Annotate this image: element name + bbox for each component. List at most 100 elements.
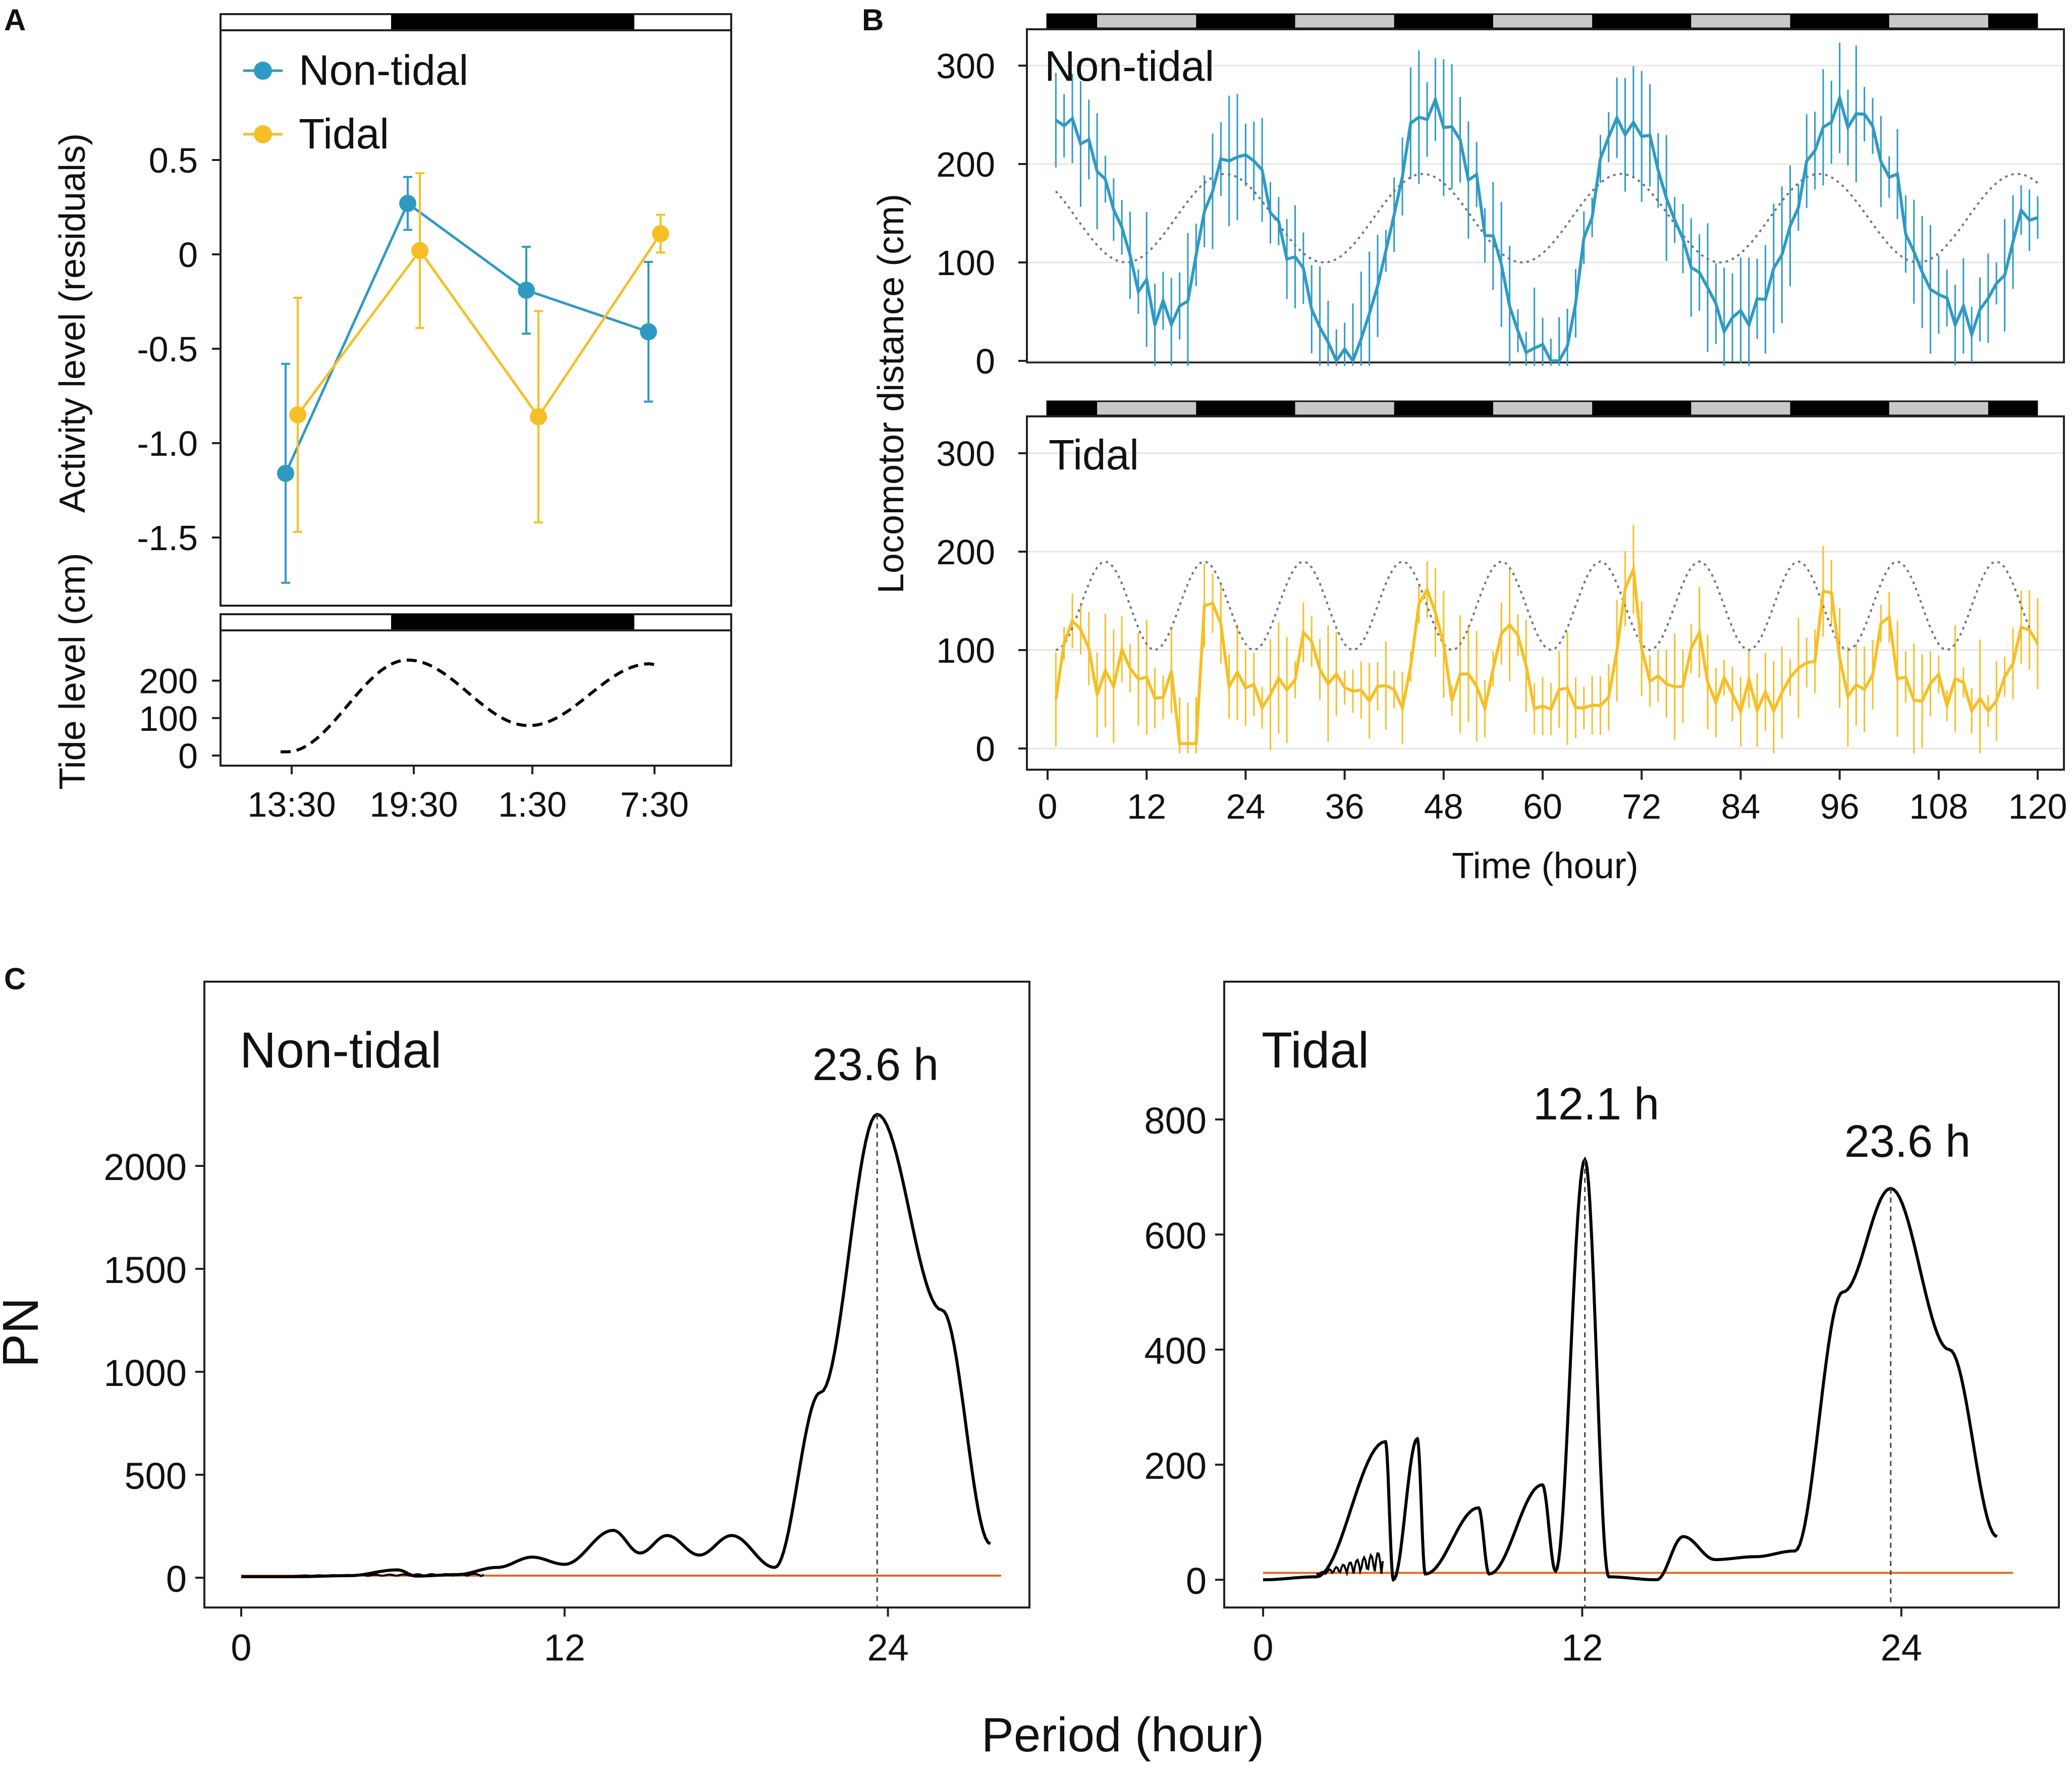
a-y-tick-label: -1.0 bbox=[137, 424, 198, 463]
a-series-line-1 bbox=[296, 233, 662, 419]
b-dark-segment bbox=[1394, 401, 1493, 415]
b-y-tick-label: 0 bbox=[975, 729, 995, 769]
b-dark-segment bbox=[1048, 401, 1098, 415]
c-non-tidal-peak-label: 23.6 h bbox=[812, 1040, 939, 1090]
a-y-tick-label: -0.5 bbox=[137, 330, 198, 369]
b-y-tick-label: 100 bbox=[936, 243, 995, 283]
a-y-tick-label: 0.5 bbox=[149, 141, 198, 180]
a-data-point bbox=[411, 242, 428, 259]
b-x-tick-label: 12 bbox=[1127, 787, 1166, 826]
b-dark-segment bbox=[1196, 14, 1295, 28]
c-tidal-y-tick-label: 0 bbox=[1186, 1560, 1207, 1602]
c-tidal-plot bbox=[1263, 1156, 2013, 1607]
b-dark-segment bbox=[1394, 14, 1493, 28]
c-x-axis-label: Period (hour) bbox=[982, 1708, 1264, 1762]
b-x-tick-label: 108 bbox=[1909, 787, 1968, 826]
c-tidal-low-period-noise bbox=[1316, 1552, 1384, 1577]
c-non-tidal-frame bbox=[203, 981, 1030, 1609]
b-y-tick-label: 300 bbox=[936, 434, 995, 473]
c-non-tidal-y-tick-label: 500 bbox=[125, 1455, 187, 1497]
b-tidal-gridlines bbox=[1028, 452, 2063, 749]
c-non-tidal-title: Non-tidal bbox=[240, 1022, 442, 1079]
c-tidal-y-tick-label: 400 bbox=[1144, 1330, 1207, 1372]
c-tidal-y-tick-label: 800 bbox=[1144, 1100, 1207, 1142]
a-data-point bbox=[640, 323, 657, 341]
a-tide-y-tick-label: 100 bbox=[139, 699, 198, 738]
b-dark-segment bbox=[1592, 14, 1692, 28]
c-non-tidal-plot bbox=[241, 1112, 1001, 1607]
a-legend: Non-tidal Tidal bbox=[243, 46, 468, 157]
legend-label-tidal: Tidal bbox=[299, 110, 389, 157]
a-x-tick-label: 7:30 bbox=[620, 785, 689, 824]
c-non-tidal-x-tick-label: 0 bbox=[231, 1627, 251, 1669]
b-tidal-title: Tidal bbox=[1049, 431, 1139, 478]
c-non-tidal-low-period-noise bbox=[295, 1573, 484, 1577]
c-tidal-title: Tidal bbox=[1262, 1022, 1369, 1079]
b-x-tick-label: 36 bbox=[1325, 787, 1365, 826]
b-top-photoperiod-bar bbox=[1046, 13, 2038, 29]
c-y-axis-label: PN bbox=[0, 1298, 49, 1368]
c-tidal-x-tick-label: 0 bbox=[1252, 1627, 1273, 1669]
panel-label-b: B bbox=[862, 3, 884, 37]
b-non-tidal-title: Non-tidal bbox=[1045, 42, 1214, 90]
c-non-tidal-periodogram-curve bbox=[241, 1112, 992, 1578]
c-tidal-peak-label-24h: 23.6 h bbox=[1844, 1116, 1971, 1167]
a-y-axis-label: Activity level (residuals) bbox=[52, 133, 93, 513]
a-data-point bbox=[530, 408, 547, 425]
a-tide-y-tick-label: 200 bbox=[139, 662, 198, 701]
a-y-tick-label: 0 bbox=[178, 235, 198, 275]
a-x-tick-label: 1:30 bbox=[498, 785, 567, 824]
b-dark-segment bbox=[1048, 14, 1098, 28]
c-tidal-y-tick-label: 600 bbox=[1144, 1215, 1207, 1257]
panel-a: 0.5 0 -0.5 -1.0 -1.5 Non-tidal Tidal Activit… bbox=[52, 13, 732, 824]
b-tidal-y-axis: 300 200 100 0 bbox=[936, 434, 1027, 769]
b-dark-segment bbox=[1988, 14, 2038, 28]
b-x-axis: 0 12 24 36 48 60 72 84 96 108 120 bbox=[1038, 770, 2067, 826]
b-non-tidal-gridlines bbox=[1028, 65, 2063, 362]
a-tide-frame bbox=[220, 629, 732, 767]
c-non-tidal-y-tick-label: 1500 bbox=[103, 1249, 187, 1291]
legend-marker-tidal bbox=[254, 125, 272, 143]
b-x-tick-label: 120 bbox=[2008, 787, 2067, 826]
b-x-tick-label: 48 bbox=[1424, 787, 1463, 826]
a-data-point bbox=[277, 464, 294, 482]
c-tidal-y-tick-label: 200 bbox=[1144, 1445, 1207, 1487]
a-activity-frame bbox=[220, 29, 732, 607]
a-y-tick-label: -1.5 bbox=[137, 518, 198, 558]
b-y-tick-label: 200 bbox=[936, 532, 995, 572]
b-x-tick-label: 60 bbox=[1523, 787, 1562, 826]
a-x-tick-label: 19:30 bbox=[369, 785, 458, 824]
a-data-point bbox=[399, 195, 416, 212]
panel-b: 300 200 100 0 Non-tidal 300 200 100 0 Tidal 0 1… bbox=[871, 13, 2067, 886]
a-tide-y-axis-label: Tide level (cm) bbox=[52, 553, 93, 789]
c-tidal-peak-label-12h: 12.1 h bbox=[1533, 1079, 1659, 1130]
a-x-tick-label: 13:30 bbox=[247, 785, 336, 824]
b-non-tidal-series-line bbox=[1055, 93, 2038, 364]
b-non-tidal-frame bbox=[1026, 28, 2065, 363]
c-non-tidal-axes: 2000 1500 1000 500 0 0 12 24 bbox=[103, 1146, 908, 1669]
b-dark-segment bbox=[1790, 14, 1889, 28]
c-non-tidal-x-tick-label: 12 bbox=[544, 1627, 585, 1669]
b-y-tick-label: 200 bbox=[936, 145, 995, 184]
a-activity-plot bbox=[277, 172, 669, 584]
b-y-tick-label: 0 bbox=[975, 342, 995, 381]
a-data-point bbox=[518, 282, 535, 299]
b-x-tick-label: 72 bbox=[1622, 787, 1661, 826]
c-non-tidal-y-tick-label: 1000 bbox=[103, 1352, 187, 1394]
b-non-tidal-y-axis: 300 200 100 0 bbox=[936, 46, 1027, 381]
a-tide-plot bbox=[281, 658, 660, 754]
panel-label-c: C bbox=[4, 962, 26, 996]
b-dark-segment bbox=[1988, 401, 2038, 415]
b-tidal-frame bbox=[1026, 415, 2065, 771]
b-x-tick-label: 0 bbox=[1038, 787, 1058, 826]
a-data-point bbox=[652, 225, 669, 242]
a-series-line-0 bbox=[284, 201, 649, 474]
b-bottom-photoperiod-bar bbox=[1046, 400, 2038, 416]
legend-label-non-tidal: Non-tidal bbox=[299, 46, 468, 94]
a-y-axis: 0.5 0 -0.5 -1.0 -1.5 bbox=[137, 141, 221, 558]
b-tidal-plot bbox=[1054, 525, 2039, 754]
b-x-tick-label: 96 bbox=[1820, 787, 1860, 826]
c-tidal-x-tick-label: 24 bbox=[1881, 1627, 1922, 1669]
